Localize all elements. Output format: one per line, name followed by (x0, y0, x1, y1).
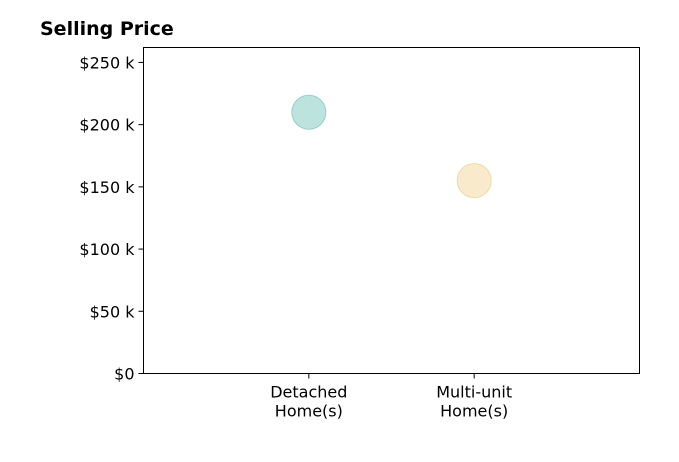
y-tick-label: $200 k (79, 116, 135, 135)
x-tick-label: Multi-unit Home(s) (436, 383, 512, 421)
x-tick-label: Detached Home(s) (270, 383, 347, 421)
data-points (291, 94, 492, 199)
data-point (456, 163, 492, 199)
data-point (291, 94, 327, 130)
y-tick-label: $50 k (90, 302, 136, 321)
x-tick-label-line: Home(s) (440, 402, 508, 421)
x-axis: Detached Home(s)Multi-unit Home(s) (270, 373, 512, 421)
x-tick-label-line: Detached (270, 383, 347, 402)
y-tick-label: $100 k (79, 240, 135, 259)
chart-title: Selling Price (40, 18, 174, 40)
y-tick-label: $150 k (79, 178, 135, 197)
x-tick-label-line: Home(s) (275, 402, 343, 421)
plot-area-frame (143, 47, 640, 374)
y-tick-label: $250 k (79, 53, 135, 72)
x-tick-label-line: Multi-unit (436, 383, 512, 402)
y-tick-label: $0 (114, 365, 134, 384)
y-axis: $0 $50 k $100 k $150 k $200 k $250 k (79, 53, 144, 384)
